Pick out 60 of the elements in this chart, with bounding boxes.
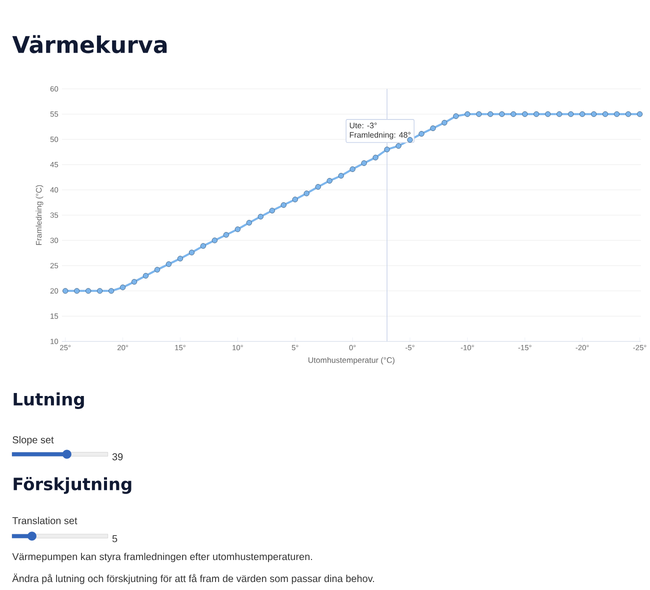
point	[120, 284, 126, 290]
text: Slope set	[12, 436, 54, 446]
point	[350, 166, 356, 172]
point	[269, 208, 275, 214]
point	[396, 143, 402, 149]
point	[315, 184, 321, 190]
point	[142, 272, 149, 279]
point	[188, 250, 195, 256]
point	[234, 226, 241, 232]
point	[200, 243, 206, 249]
point	[223, 232, 230, 238]
point	[96, 288, 103, 294]
point	[246, 220, 252, 226]
point	[579, 111, 586, 117]
point	[62, 288, 68, 294]
point	[534, 111, 540, 117]
point	[338, 172, 344, 179]
point	[212, 238, 218, 244]
point	[85, 288, 92, 294]
point	[304, 190, 310, 196]
text: Värmepumpen kan styra framledningen efter utomhustemperaturen.	[12, 552, 312, 562]
point	[476, 111, 482, 117]
point	[258, 214, 264, 220]
point	[488, 111, 494, 117]
point	[499, 111, 505, 117]
point	[418, 130, 424, 137]
point	[545, 111, 551, 117]
point	[602, 111, 608, 117]
point	[166, 261, 172, 267]
text: Translation set	[12, 516, 78, 524]
point	[108, 288, 114, 294]
point	[407, 137, 413, 143]
point	[361, 160, 367, 166]
point	[568, 111, 574, 117]
point	[442, 120, 448, 126]
point	[154, 266, 160, 273]
point	[510, 111, 516, 117]
text: Ändra på lutning och förskjutning för att få fram de värden som passar dina behov.	[12, 574, 374, 584]
point	[590, 111, 597, 117]
point	[280, 202, 286, 208]
point	[556, 111, 562, 117]
point	[74, 288, 80, 294]
point	[177, 256, 184, 262]
text: 39	[112, 453, 123, 460]
point	[131, 278, 138, 285]
point	[464, 111, 470, 117]
point	[625, 111, 632, 117]
point	[522, 111, 528, 117]
point	[614, 111, 620, 117]
text: Förskjutning	[14, 477, 132, 494]
point	[326, 178, 332, 184]
point	[453, 113, 459, 119]
point	[636, 111, 643, 117]
point	[384, 146, 390, 152]
text: Lutning	[14, 392, 84, 409]
point	[292, 196, 298, 202]
text: 5	[112, 535, 118, 542]
chart-title: Värmekurva	[12, 35, 167, 54]
point	[372, 154, 378, 160]
point	[430, 125, 436, 132]
